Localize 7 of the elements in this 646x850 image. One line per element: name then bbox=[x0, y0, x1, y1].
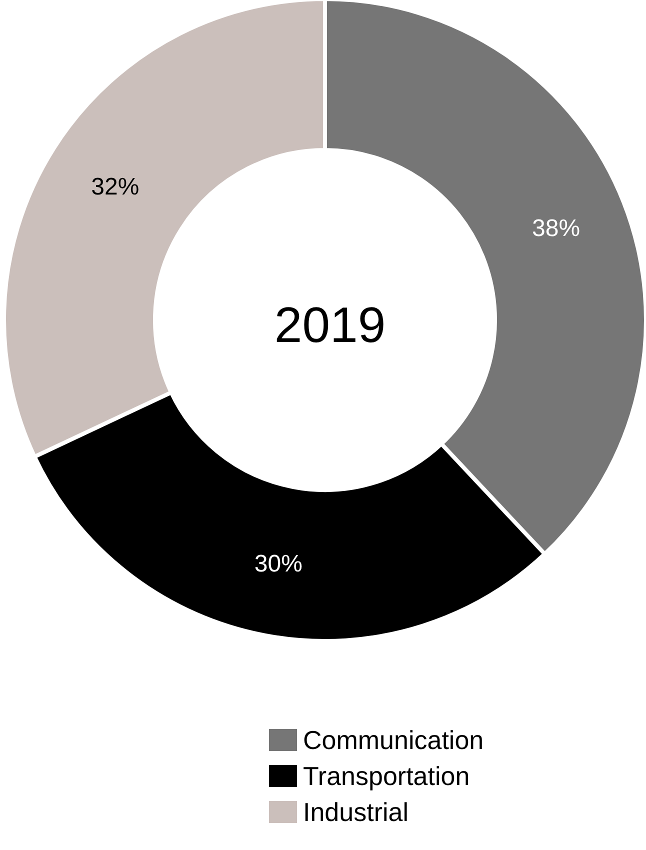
data-label: 38% bbox=[532, 215, 580, 242]
legend-label: Communication bbox=[303, 725, 484, 755]
legend-label: Industrial bbox=[303, 797, 408, 827]
text: 2019 bbox=[274, 297, 386, 353]
data-label: 30% bbox=[254, 550, 302, 578]
data-label: 32% bbox=[91, 173, 140, 200]
legend-label: Transportation bbox=[303, 761, 470, 791]
